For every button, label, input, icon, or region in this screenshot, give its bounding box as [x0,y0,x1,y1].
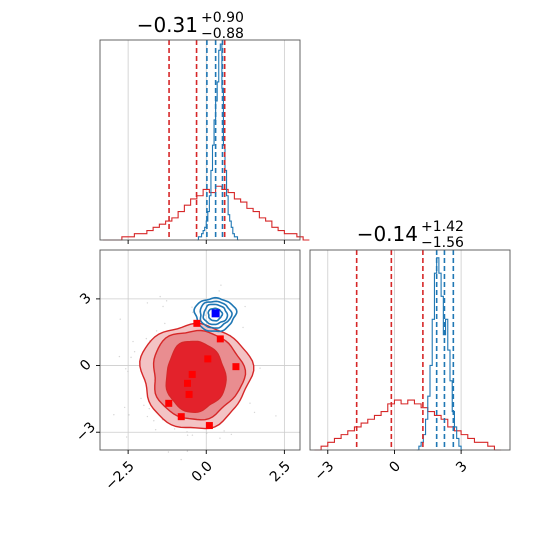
scatter-point [180,458,182,461]
scatter-point [275,415,277,417]
scatter-point [164,322,166,325]
axes [96,39,511,454]
scatter-point [204,314,206,316]
y-tick-label-joint: 3 [77,290,95,308]
scatter-point [159,295,161,298]
red-marker [232,363,240,371]
title-marginal-x-sub: −0.88 [201,26,244,42]
scatter-point [146,415,149,418]
scatter-point [154,429,157,431]
scatter-point [127,370,129,373]
red-marker [185,390,193,398]
scatter-point [208,320,210,322]
red-marker [216,335,224,343]
scatter-point [125,436,128,438]
scatter-point [130,356,132,359]
blue-marker [211,309,220,318]
scatter-point [148,407,150,410]
scatter-point [123,406,126,409]
hist-blue-y [416,257,464,451]
red-marker [184,379,191,387]
scatter-point [259,367,261,369]
title-marginal-y-sup: +1.42 [421,219,464,235]
title-marginal-x-sup: +0.90 [201,10,244,26]
scatter-point [186,431,188,433]
x-tick-label-joint: 0.0 [189,458,216,485]
x-tick-label-right: −3 [311,458,337,484]
scatter-point [242,326,244,329]
scatter-point [165,300,168,302]
scatter-point [244,305,246,308]
hist-blue-x [196,43,240,241]
scatter-point [113,413,115,416]
title-marginal-x-main: −0.31 [137,13,198,37]
scatter-point [191,434,194,436]
blue-contour-3 [207,307,224,322]
hist-red-x [103,185,310,241]
scatter-point [162,305,164,308]
scatter-point [192,311,194,313]
title-marginal-y-sub: −1.56 [421,235,464,251]
scatter-point [119,318,121,320]
scatter-point [186,434,189,436]
axes-frame-1 [99,249,301,451]
scatter-point [253,411,256,414]
red-marker [204,355,212,363]
x-tick-label-joint: −2.5 [102,458,137,493]
scatter-point [146,302,149,304]
blue-contour-0 [193,296,238,333]
red-marker [177,413,185,421]
scatter-point [133,351,136,353]
scatter-point [249,402,251,404]
grid-lines [100,40,462,450]
red-marker [205,422,213,430]
red-marker [165,399,173,407]
scatter-point [218,290,220,292]
red-marker [188,370,196,378]
scatter-point [220,284,222,286]
data-marks [103,40,502,451]
scatter-point [173,428,176,430]
scatter-point [167,451,170,453]
scatter-point [140,397,142,400]
axes-frame-0 [99,39,301,241]
scatter-point [219,437,221,439]
hist-red-y [314,399,502,451]
red-marker [193,319,201,327]
scatter-point [125,368,127,370]
scatter-point [206,432,208,434]
y-tick-label-joint: −3 [73,419,99,445]
x-tick-label-joint: 2.5 [267,458,294,485]
scatter-point [191,306,193,308]
scatter-point [118,355,121,358]
scatter-point [186,450,189,452]
y-tick-label-joint: 0 [77,357,95,375]
title-marginal-y: −0.14 [357,222,418,246]
scatter-point [223,430,225,432]
scatter-point [153,420,155,422]
scatter-point [132,340,134,343]
x-tick-label-right: 0 [386,458,404,476]
scatter-point [128,414,130,416]
title-marginal-y-main: −0.14 [357,222,418,246]
title-marginal-x: −0.31 [137,13,198,37]
scatter-point [143,404,145,407]
scatter-point [145,337,148,340]
scatter-point [155,330,158,332]
blue-contour-2 [202,303,229,326]
x-tick-label-right: 3 [453,458,471,476]
scatter-point [230,433,233,436]
tick-labels: −2.5 0.0 2.5 −3 0 3 −3 0 3 [73,290,471,494]
blue-contour-1 [199,300,233,329]
axes-frame-2 [309,249,511,451]
